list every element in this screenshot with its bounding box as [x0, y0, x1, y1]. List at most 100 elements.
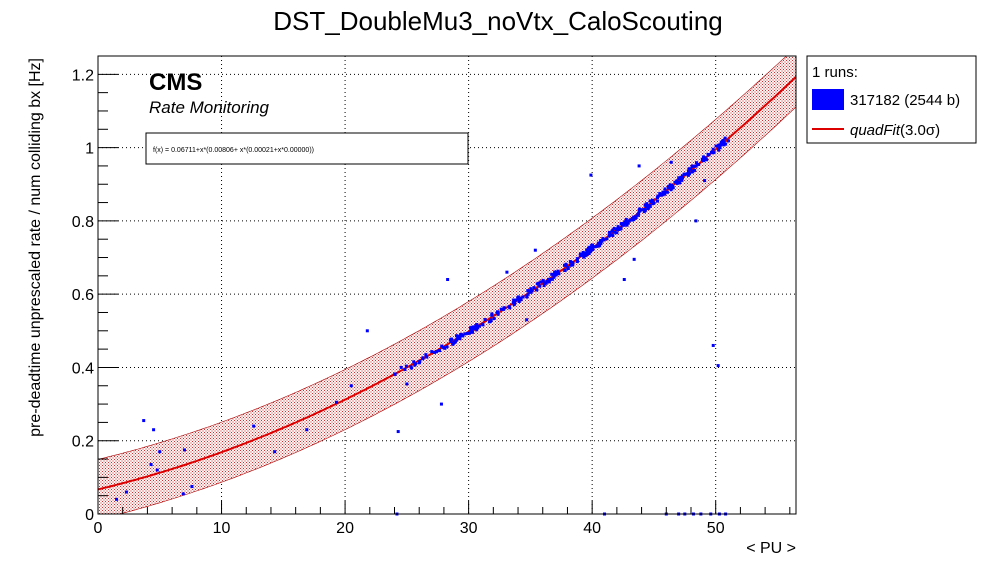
data-point-outlier: [115, 497, 119, 501]
data-point-outlier: [711, 343, 715, 347]
data-point: [591, 243, 595, 247]
data-point: [516, 296, 520, 300]
data-point-outlier: [525, 318, 529, 322]
data-point: [716, 146, 720, 150]
data-point: [642, 210, 646, 214]
data-point: [545, 279, 549, 283]
data-point-outlier: [365, 329, 369, 333]
data-point: [490, 313, 494, 317]
x-tick-labels: 0 10 20 30 40 50: [94, 520, 725, 537]
data-point-outlier: [622, 278, 626, 282]
data-point: [410, 366, 414, 370]
fit-band-area: [98, 56, 796, 514]
data-point: [458, 336, 462, 340]
data-point: [526, 289, 530, 293]
data-point-outlier: [190, 485, 194, 489]
data-point-outlier: [158, 450, 162, 454]
data-point: [578, 254, 582, 258]
data-point: [600, 239, 604, 243]
data-point: [451, 342, 455, 346]
data-point: [591, 245, 595, 249]
data-point: [468, 331, 472, 335]
data-point: [678, 181, 682, 185]
data-point: [663, 190, 667, 194]
data-point: [598, 240, 602, 244]
data-point: [643, 208, 647, 212]
data-point: [622, 223, 626, 227]
data-point: [430, 350, 434, 354]
x-axis-title: < PU >: [746, 540, 796, 557]
data-point: [686, 169, 690, 173]
data-point: [475, 328, 479, 332]
data-point: [607, 230, 611, 234]
data-point: [589, 249, 593, 253]
data-point: [723, 136, 727, 140]
data-point: [393, 372, 397, 376]
y-tick-label: 0.8: [72, 214, 94, 231]
data-point: [541, 278, 545, 282]
data-point: [714, 144, 718, 148]
data-point: [611, 228, 615, 232]
data-point: [585, 253, 589, 257]
data-point: [459, 332, 463, 336]
data-point: [425, 355, 429, 359]
data-point: [669, 188, 673, 192]
data-point: [717, 143, 721, 147]
legend-fit-sigma: (3.0σ): [900, 122, 940, 139]
legend-fit-name: quadFit: [850, 122, 901, 139]
data-point: [690, 165, 694, 169]
data-point-outlier: [533, 248, 537, 252]
data-point: [645, 202, 649, 206]
data-point: [706, 152, 710, 156]
cms-label: CMS: [149, 69, 202, 96]
data-point: [596, 242, 600, 246]
data-point-outlier: [405, 382, 409, 386]
data-point: [471, 330, 475, 334]
data-point: [642, 208, 646, 212]
x-tick-label: 10: [213, 520, 231, 537]
data-point: [694, 161, 698, 165]
data-point-outlier: [659, 193, 663, 197]
data-point: [597, 244, 601, 248]
data-point-outlier: [703, 179, 707, 183]
data-point: [585, 248, 589, 252]
data-point: [481, 323, 485, 327]
x-tick-label: 0: [94, 520, 103, 537]
axes: [97, 55, 797, 515]
data-point: [700, 158, 704, 162]
data-point: [512, 303, 516, 307]
data-point-outlier: [716, 364, 720, 368]
data-point: [432, 351, 436, 355]
data-point: [665, 190, 669, 194]
x-tick-label: 50: [707, 520, 725, 537]
legend-header: 1 runs:: [812, 64, 858, 81]
data-point-outlier: [439, 402, 443, 406]
data-point: [671, 184, 675, 188]
data-point-outlier: [182, 448, 186, 452]
data-point-outlier: [124, 490, 128, 494]
data-point: [465, 331, 469, 335]
y-tick-label: 0.2: [72, 434, 94, 451]
data-point-outlier: [396, 430, 400, 434]
data-point: [438, 349, 442, 353]
data-point: [544, 281, 548, 285]
data-point: [655, 196, 659, 200]
data-point: [496, 312, 500, 316]
data-point: [663, 192, 667, 196]
data-point: [591, 247, 595, 251]
data-point: [625, 223, 629, 227]
legend-fit-label: quadFit(3.0σ): [850, 122, 940, 139]
data-point: [615, 231, 619, 235]
data-point: [637, 211, 641, 215]
data-point: [519, 298, 523, 302]
data-point: [550, 277, 554, 281]
data-point: [705, 158, 709, 162]
y-axis-title: pre-deadtime unprescaled rate / num coll…: [27, 58, 44, 437]
data-point: [588, 246, 592, 250]
data-point: [571, 260, 575, 264]
data-point: [546, 277, 550, 281]
data-point: [583, 253, 587, 257]
data-point: [421, 356, 425, 360]
fit-band-upper: [97, 55, 796, 460]
